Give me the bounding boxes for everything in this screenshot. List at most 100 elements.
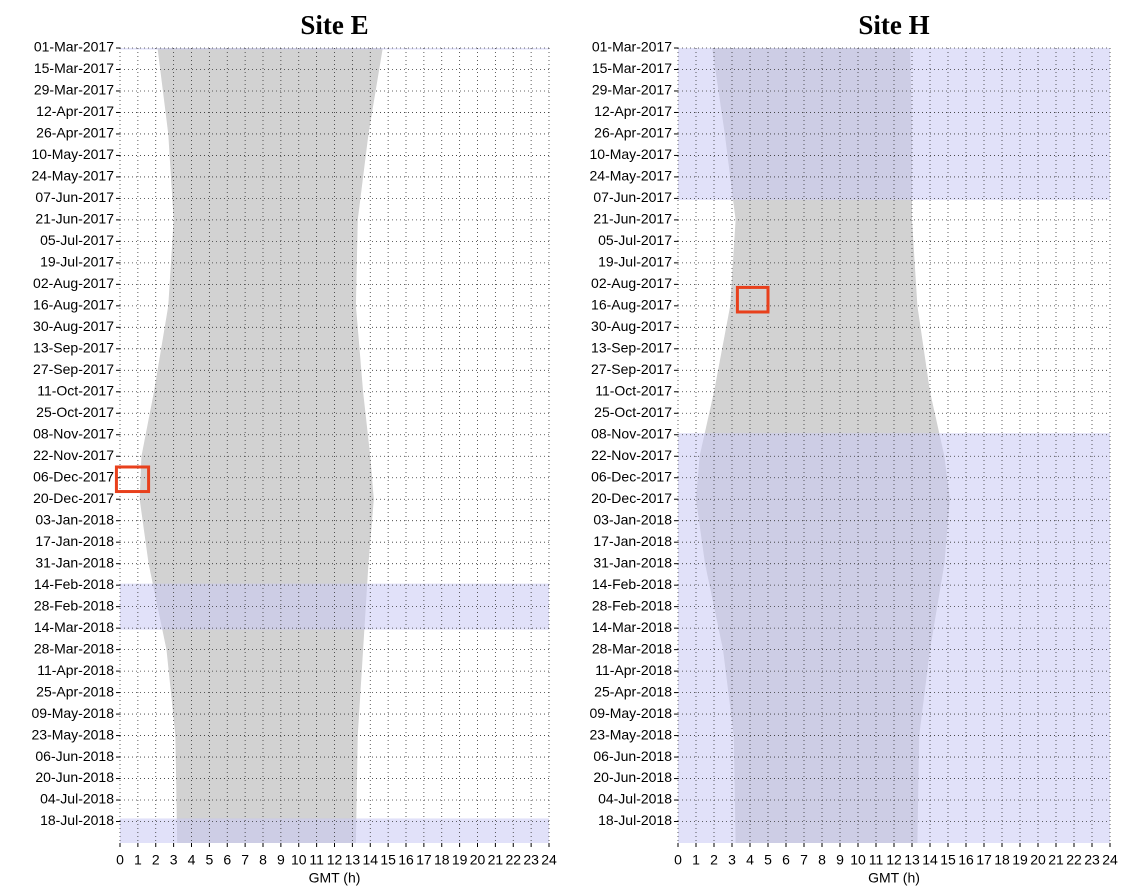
x-tick-label: 3 [170,852,178,868]
y-tick-label: 11-Apr-2018 [37,662,114,678]
y-tick-label: 13-Sep-2017 [591,340,672,356]
y-tick-label: 29-Mar-2017 [34,82,114,98]
y-tick-label: 16-Aug-2017 [33,297,114,313]
x-tick-label: 9 [277,852,285,868]
y-tick-label: 14-Feb-2018 [34,576,114,592]
y-tick-label: 05-Jul-2017 [40,232,114,248]
x-tick-label: 15 [380,852,396,868]
chart-title: Site H [858,10,929,40]
recording-band [678,433,1110,843]
highlight-box [735,285,770,314]
y-tick-label: 18-Jul-2018 [40,812,114,828]
y-tick-label: 17-Jan-2018 [593,533,672,549]
recording-band [120,818,549,843]
x-tick-label: 19 [1012,852,1028,868]
y-tick-label: 19-Jul-2017 [598,254,672,270]
x-tick-label: 14 [922,852,938,868]
y-tick-label: 08-Nov-2017 [33,425,114,441]
y-tick-label: 30-Aug-2017 [591,318,672,334]
y-tick-label: 18-Jul-2018 [598,812,672,828]
chart-title: Site E [300,10,368,40]
y-tick-label: 28-Feb-2018 [34,597,114,613]
y-tick-label: 11-Apr-2018 [595,662,672,678]
recording-band [678,48,1110,200]
x-axis-label: GMT (h) [868,870,920,886]
x-tick-label: 24 [1102,852,1118,868]
y-tick-label: 06-Dec-2017 [591,468,672,484]
y-tick-label: 12-Apr-2017 [594,103,672,119]
x-tick-label: 13 [345,852,361,868]
y-tick-label: 20-Jun-2018 [593,769,672,785]
x-tick-label: 23 [523,852,539,868]
y-tick-label: 21-Jun-2017 [593,211,672,227]
y-tick-label: 05-Jul-2017 [598,232,672,248]
x-tick-label: 20 [1030,852,1046,868]
y-tick-label: 17-Jan-2018 [35,533,114,549]
y-tick-label: 20-Dec-2017 [33,490,114,506]
y-tick-label: 11-Oct-2017 [595,382,672,398]
highlight-box [114,465,151,494]
x-tick-label: 16 [958,852,974,868]
y-tick-label: 11-Oct-2017 [37,382,114,398]
x-tick-label: 11 [309,852,324,868]
y-tick-label: 22-Nov-2017 [591,447,672,463]
y-tick-label: 19-Jul-2017 [40,254,114,270]
y-tick-label: 28-Feb-2018 [592,597,672,613]
y-tick-label: 30-Aug-2017 [33,318,114,334]
y-tick-label: 12-Apr-2017 [36,103,114,119]
y-tick-label: 14-Feb-2018 [592,576,672,592]
y-tick-label: 25-Oct-2017 [36,404,114,420]
y-tick-label: 02-Aug-2017 [33,275,114,291]
y-tick-label: 25-Apr-2018 [36,683,114,699]
y-tick-label: 16-Aug-2017 [591,297,672,313]
y-tick-label: 06-Jun-2018 [593,748,672,764]
y-tick-label: 31-Jan-2018 [593,554,672,570]
x-tick-label: 22 [1066,852,1082,868]
x-tick-label: 18 [994,852,1010,868]
y-tick-label: 20-Jun-2018 [35,769,114,785]
y-tick-label: 04-Jul-2018 [598,791,672,807]
x-tick-label: 18 [434,852,450,868]
x-tick-label: 8 [818,852,826,868]
x-tick-label: 12 [886,852,902,868]
y-tick-label: 27-Sep-2017 [591,361,672,377]
x-tick-label: 15 [940,852,956,868]
y-tick-label: 07-Jun-2017 [593,189,672,205]
x-tick-label: 1 [692,852,700,868]
y-tick-label: 01-Mar-2017 [34,39,114,55]
y-tick-label: 15-Mar-2017 [592,60,672,76]
y-tick-label: 09-May-2018 [32,705,115,721]
x-tick-label: 8 [259,852,267,868]
x-tick-label: 10 [291,852,307,868]
y-tick-label: 27-Sep-2017 [33,361,114,377]
y-tick-label: 29-Mar-2017 [592,82,672,98]
y-tick-label: 24-May-2017 [590,168,673,184]
y-tick-label: 06-Dec-2017 [33,468,114,484]
y-tick-label: 26-Apr-2017 [594,125,672,141]
y-tick-label: 10-May-2017 [32,146,115,162]
x-tick-label: 4 [746,852,754,868]
x-tick-label: 9 [836,852,844,868]
y-tick-label: 01-Mar-2017 [592,39,672,55]
y-tick-label: 24-May-2017 [32,168,115,184]
y-tick-label: 23-May-2018 [32,726,115,742]
y-tick-label: 28-Mar-2018 [592,640,672,656]
x-tick-label: 19 [452,852,468,868]
x-tick-label: 6 [782,852,790,868]
x-tick-label: 12 [327,852,343,868]
y-tick-label: 03-Jan-2018 [593,511,672,527]
y-tick-label: 10-May-2017 [590,146,673,162]
x-tick-label: 16 [398,852,414,868]
x-tick-label: 0 [674,852,682,868]
x-tick-label: 1 [134,852,142,868]
daylight-area [139,48,383,843]
x-tick-label: 23 [1084,852,1100,868]
y-tick-label: 25-Apr-2018 [594,683,672,699]
y-tick-label: 21-Jun-2017 [35,211,114,227]
x-tick-label: 2 [710,852,718,868]
x-tick-label: 7 [241,852,249,868]
x-tick-label: 2 [152,852,160,868]
y-tick-label: 28-Mar-2018 [34,640,114,656]
x-tick-label: 11 [869,852,884,868]
